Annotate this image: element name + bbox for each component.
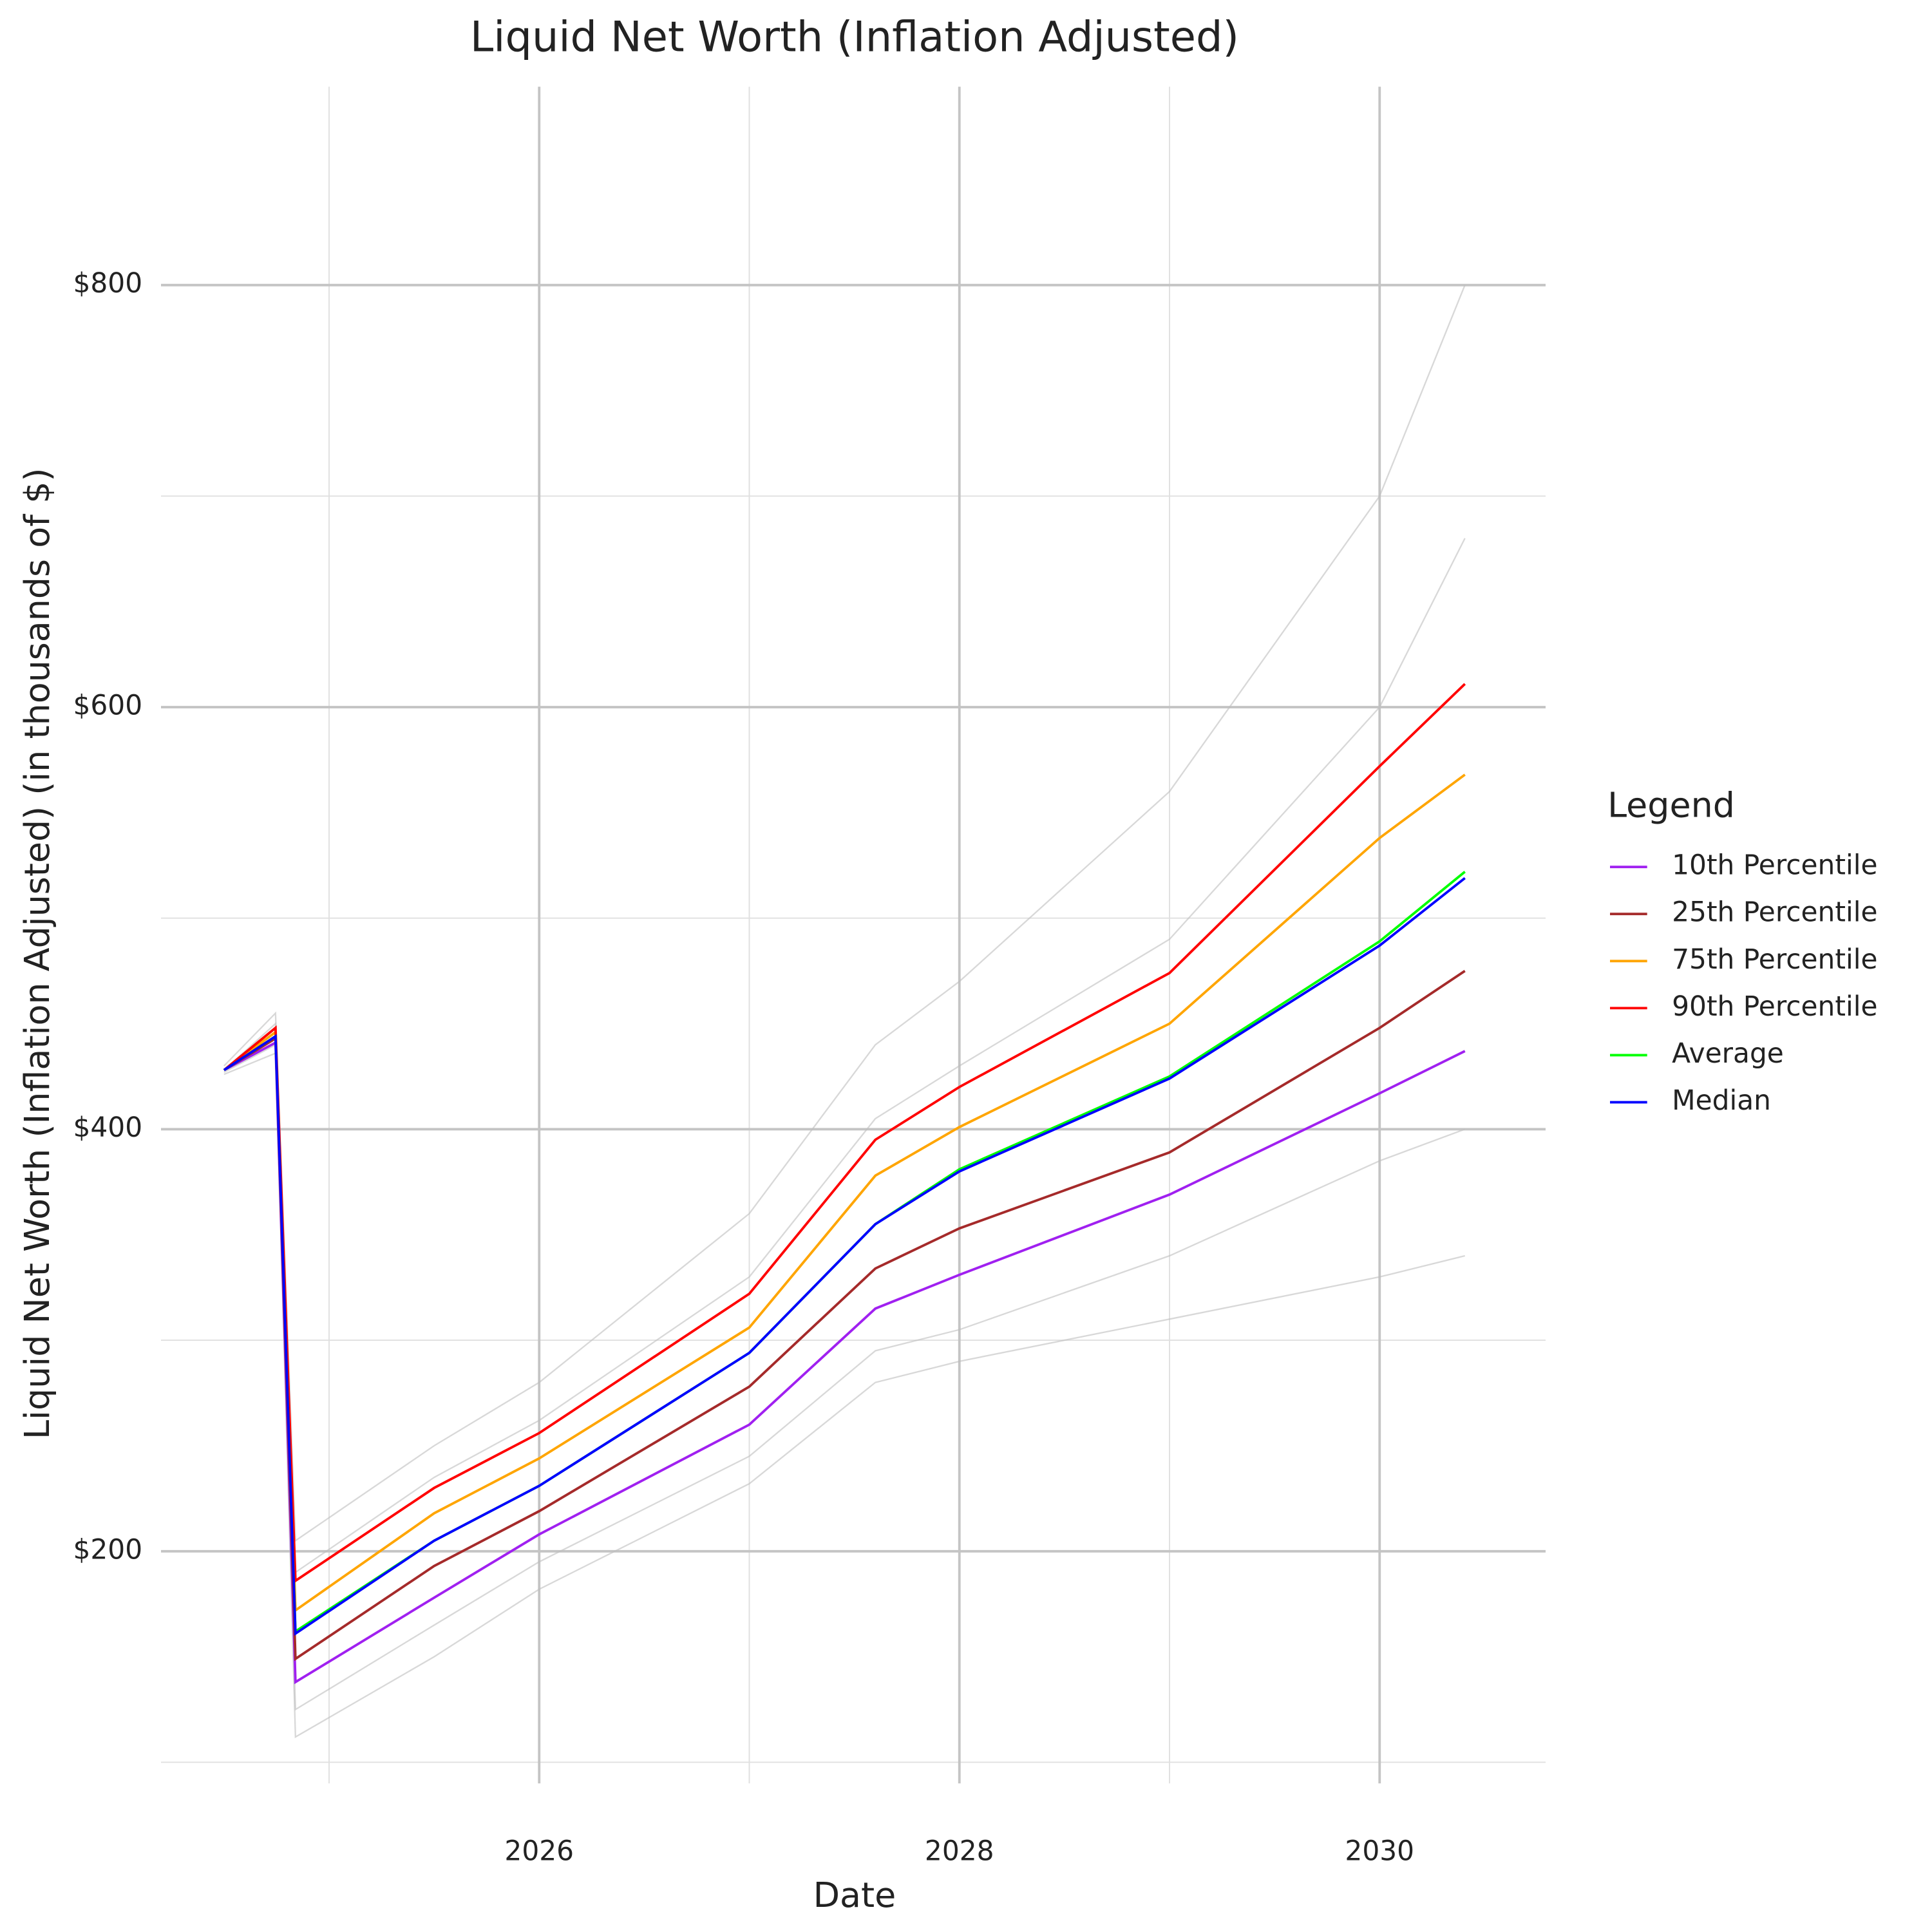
simulation-line bbox=[223, 538, 1466, 1574]
y-tick-label: $800 bbox=[73, 267, 142, 299]
y-axis-label: Liquid Net Worth (Inflation Adjusted) (i… bbox=[17, 468, 57, 1439]
series-line bbox=[223, 871, 1466, 1634]
legend-label: Average bbox=[1672, 1037, 1784, 1069]
y-tick-label: $400 bbox=[73, 1112, 142, 1143]
chart-title: Liquid Net Worth (Inflation Adjusted) bbox=[470, 13, 1239, 62]
simulation-line bbox=[223, 1043, 1466, 1711]
simulation-line bbox=[223, 1052, 1465, 1739]
y-tick-label: $600 bbox=[73, 690, 142, 721]
y-tick-label: $200 bbox=[73, 1533, 142, 1565]
simulation-line bbox=[223, 285, 1466, 1542]
legend-label: Median bbox=[1672, 1084, 1771, 1116]
x-tick-label: 2026 bbox=[504, 1835, 574, 1866]
legend-label: 10th Percentile bbox=[1672, 849, 1877, 881]
series-line bbox=[223, 773, 1466, 1613]
x-axis-label: Date bbox=[813, 1875, 896, 1915]
legend-label: 90th Percentile bbox=[1672, 990, 1877, 1022]
x-tick-label: 2028 bbox=[925, 1835, 994, 1866]
legend-title: Legend bbox=[1607, 784, 1735, 825]
legend-label: 25th Percentile bbox=[1672, 896, 1877, 928]
legend-label: 75th Percentile bbox=[1672, 943, 1877, 975]
series-line bbox=[223, 876, 1466, 1636]
series-line bbox=[223, 1040, 1466, 1685]
x-tick-label: 2030 bbox=[1345, 1835, 1414, 1866]
